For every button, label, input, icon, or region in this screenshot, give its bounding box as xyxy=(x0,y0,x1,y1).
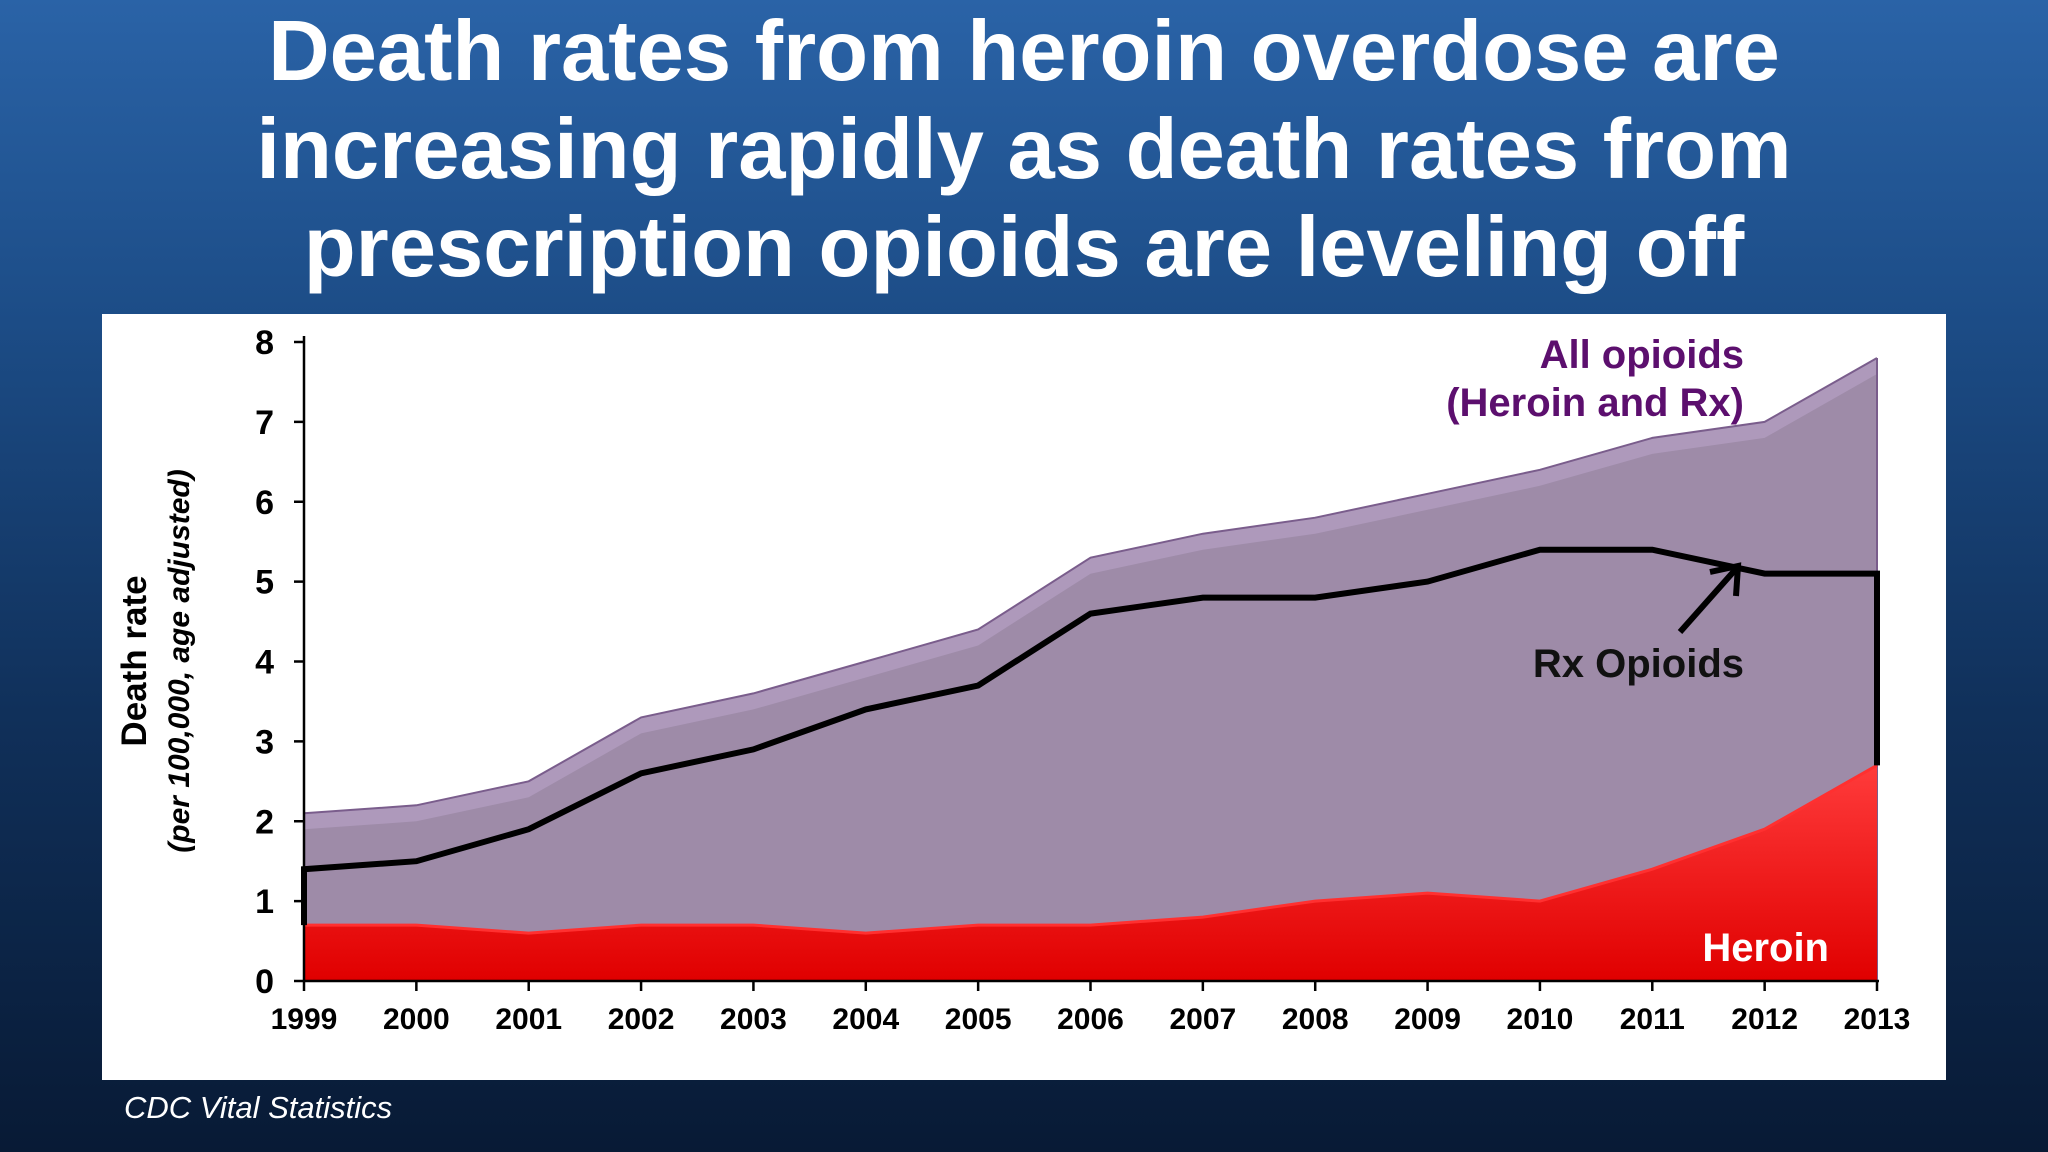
all-opioids-area xyxy=(304,358,1877,981)
x-tick-label: 2008 xyxy=(1282,1003,1349,1036)
y-tick-label: 8 xyxy=(255,324,274,362)
area-layer xyxy=(301,357,1880,981)
label-layer: All opioids(Heroin and Rx) Rx Opioids Hero… xyxy=(1446,333,1829,970)
y-tick-label: 2 xyxy=(255,803,274,841)
x-tick-label: 2001 xyxy=(495,1003,562,1036)
x-tick-label: 2011 xyxy=(1620,1003,1685,1036)
y-tick-label: 7 xyxy=(255,404,274,442)
x-tick-label: 2010 xyxy=(1507,1003,1574,1036)
opioid-death-rate-chart: 0 1 2 3 4 5 6 7 8 1999 2000 2001 2002 2003 2004 2005 200… xyxy=(115,324,1910,1036)
y-tick-label: 3 xyxy=(255,723,274,761)
x-tick-label: 2009 xyxy=(1394,1003,1461,1036)
heroin-area xyxy=(304,765,1877,981)
axis-layer: 0 1 2 3 4 5 6 7 8 1999 2000 2001 2002 2003 2004 2005 200… xyxy=(115,324,1910,1036)
all-opioids-label: All opioids xyxy=(1540,333,1744,377)
x-tick-label: 1999 xyxy=(271,1003,338,1036)
y-tick-label: 5 xyxy=(255,564,274,602)
x-tick-label: 2003 xyxy=(720,1003,787,1036)
x-tick-label: 2004 xyxy=(832,1003,899,1036)
heroin-edge xyxy=(304,763,1878,935)
rx-opioids-label: Rx Opioids xyxy=(1533,642,1744,686)
x-tick-label: 2005 xyxy=(945,1003,1012,1036)
source-citation: CDC Vital Statistics xyxy=(124,1090,393,1125)
all-opioids-label-line2: (Heroin and Rx) xyxy=(1446,381,1744,425)
x-tick-label: 2000 xyxy=(383,1003,450,1036)
slide-title: Death rates from heroin overdose are inc… xyxy=(256,4,1792,295)
y-tick-label: 0 xyxy=(255,963,274,1001)
x-tick-label: 2013 xyxy=(1844,1003,1911,1036)
x-tick-label: 2007 xyxy=(1169,1003,1236,1036)
rx-pointer-arrow xyxy=(1677,568,1738,634)
x-tick-label: 2002 xyxy=(608,1003,675,1036)
y-axis-label: Death rate xyxy=(115,575,154,746)
rx-opioids-line xyxy=(301,546,1880,926)
y-tick-label: 6 xyxy=(255,484,274,522)
y-tick-label: 4 xyxy=(255,644,274,682)
heroin-label: Heroin xyxy=(1702,926,1829,970)
chart-panel: 0 1 2 3 4 5 6 7 8 1999 2000 2001 2002 2003 2004 2005 200… xyxy=(102,314,1946,1080)
rx-pointer-arrowhead xyxy=(1709,562,1742,597)
all-opioids-edge xyxy=(303,357,1878,815)
y-axis-title: Death rate (per 100,000, age adjusted) xyxy=(115,469,196,853)
y-tick-label: 1 xyxy=(255,883,274,921)
x-tick-label: 2012 xyxy=(1731,1003,1798,1036)
x-tick-label: 2006 xyxy=(1057,1003,1124,1036)
all-opioids-top-band xyxy=(304,358,1877,830)
y-axis-sublabel: (per 100,000, age adjusted) xyxy=(163,469,196,853)
